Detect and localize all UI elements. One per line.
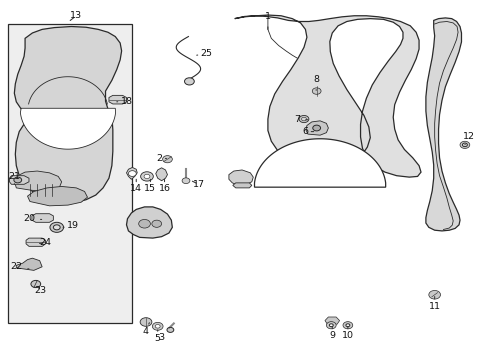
Circle shape [459,141,469,148]
Text: 17: 17 [192,180,204,189]
Circle shape [326,321,335,329]
Circle shape [128,171,136,176]
Circle shape [342,321,352,329]
Text: 23: 23 [35,286,47,295]
Circle shape [428,291,440,299]
Circle shape [312,88,321,94]
Polygon shape [27,186,87,206]
Polygon shape [156,168,167,181]
Circle shape [162,156,172,163]
Polygon shape [20,108,115,149]
Polygon shape [126,167,137,179]
Text: 2: 2 [156,154,166,163]
Circle shape [301,117,306,121]
Polygon shape [32,214,53,222]
Circle shape [182,178,189,184]
Polygon shape [26,238,45,246]
Circle shape [312,125,320,131]
Circle shape [14,177,21,183]
Circle shape [299,116,308,123]
Polygon shape [228,170,253,184]
Circle shape [345,324,349,327]
Text: 4: 4 [142,323,149,336]
Text: 24: 24 [40,238,51,247]
Circle shape [462,143,467,147]
Polygon shape [126,207,172,238]
Text: 10: 10 [341,326,353,341]
Text: 8: 8 [312,75,319,90]
Text: 16: 16 [158,179,170,193]
Text: 12: 12 [462,132,474,145]
Text: 9: 9 [328,326,335,341]
Polygon shape [14,171,61,192]
Polygon shape [305,121,328,135]
Circle shape [155,324,160,328]
Circle shape [329,324,332,327]
Text: 18: 18 [117,96,132,105]
Circle shape [31,280,41,288]
Bar [7,24,132,323]
Text: 7: 7 [294,115,307,124]
Text: 22: 22 [10,262,29,271]
Circle shape [152,220,161,227]
Text: 6: 6 [302,127,313,136]
Circle shape [50,222,63,232]
Circle shape [152,322,163,330]
Circle shape [144,174,150,179]
Polygon shape [425,18,461,231]
Polygon shape [234,15,420,177]
Polygon shape [254,139,385,187]
Polygon shape [14,27,122,202]
Text: 3: 3 [158,328,169,342]
Circle shape [140,318,152,326]
Circle shape [184,78,194,85]
Text: 5: 5 [154,330,161,343]
Polygon shape [232,183,251,188]
Text: 25: 25 [196,49,212,58]
Text: 15: 15 [144,179,156,193]
Polygon shape [325,317,339,324]
Text: 20: 20 [23,214,41,223]
Text: 1: 1 [264,12,270,30]
Polygon shape [109,95,126,104]
Text: 13: 13 [70,11,82,21]
Text: 21: 21 [8,172,20,184]
Circle shape [53,225,60,230]
Text: 19: 19 [63,221,79,230]
Polygon shape [9,176,29,184]
Polygon shape [16,258,42,270]
Text: 14: 14 [130,179,142,193]
Circle shape [166,327,173,332]
Circle shape [141,172,153,181]
Circle shape [139,220,150,228]
Text: 11: 11 [428,297,440,311]
